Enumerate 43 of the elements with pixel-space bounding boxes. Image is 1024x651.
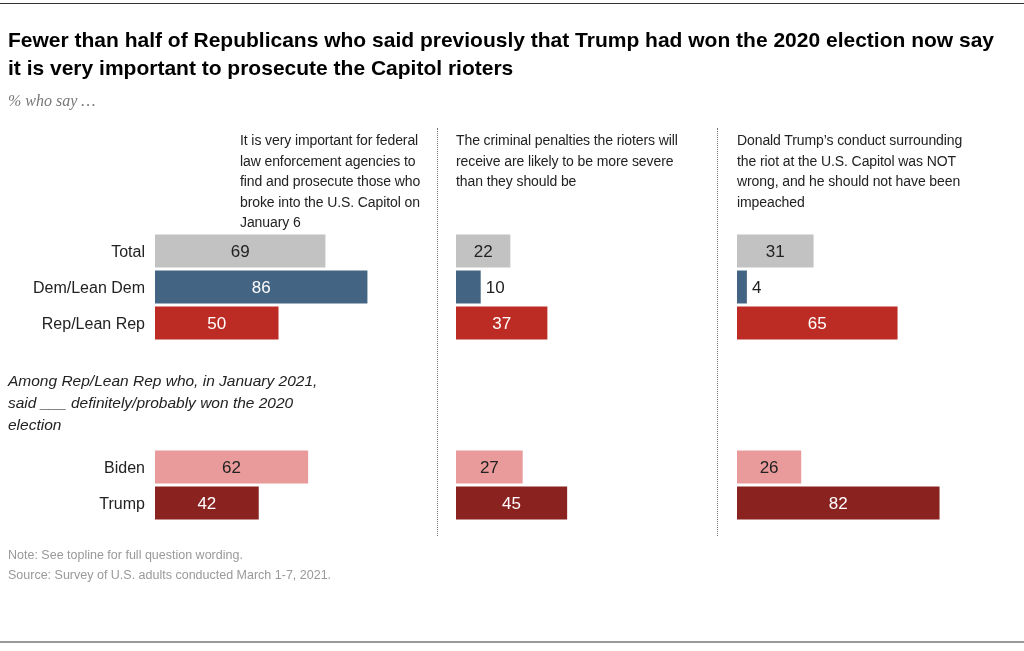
y-tick-label: Biden — [104, 458, 145, 476]
data-label: 10 — [485, 277, 505, 297]
bar — [456, 486, 568, 520]
text: Fewer than half of Republicans who said previously that Trump had won the 2020 election now say it is very important to prosecute the Capitol rioters — [8, 27, 996, 81]
bar — [737, 450, 802, 484]
bar — [737, 486, 940, 520]
bar — [737, 306, 898, 340]
y-tick-label: Dem/Lean Dem — [32, 278, 145, 296]
data-label: 37 — [492, 313, 512, 333]
data-label: 26 — [759, 457, 779, 477]
y-tick-label: Trump — [99, 494, 146, 512]
bar — [155, 486, 259, 520]
bar — [737, 270, 747, 304]
bar — [456, 270, 481, 304]
data-label: 86 — [251, 277, 271, 297]
data-label: 82 — [828, 493, 848, 513]
bar — [155, 270, 368, 304]
data-label: 27 — [479, 457, 499, 477]
data-label: 69 — [230, 241, 250, 261]
text: The criminal penalties the rioters will receive are likely to be more severe than they should be — [456, 131, 679, 191]
data-label: 31 — [765, 241, 785, 261]
data-label: 42 — [197, 493, 217, 513]
data-label: 4 — [751, 277, 762, 297]
data-label: 62 — [222, 457, 242, 477]
bar — [456, 306, 548, 340]
chart-subtitle: % who say … — [8, 92, 96, 110]
text: Note: See topline for full question wording. — [8, 548, 243, 562]
text: It is very important for federal law enforcement agencies to find and prosecute those who broke into the U.S. Capitol on January 6 — [240, 131, 422, 232]
text: Donald Trump’s conduct surrounding the riot at the U.S. Capitol was NOT wrong, and he should not have been impeached — [737, 131, 964, 212]
bar — [155, 306, 279, 340]
source-note: Source: Survey of U.S. adults conducted March 1-7, 2021. — [8, 568, 332, 582]
data-label: 22 — [473, 241, 493, 261]
data-label: 50 — [207, 313, 227, 333]
data-label: 45 — [502, 493, 522, 513]
data-label: 65 — [807, 313, 827, 333]
bar — [155, 450, 309, 484]
annotation: Among Rep/Lean Rep who, in January 2021, said ___ definitely/probably won the 2020 election — [8, 371, 319, 435]
bar — [155, 234, 326, 268]
bar — [456, 234, 511, 268]
y-tick-label: Total — [111, 242, 145, 260]
bar — [737, 234, 814, 268]
bar — [456, 450, 523, 484]
y-tick-label: Rep/Lean Rep — [41, 314, 146, 332]
